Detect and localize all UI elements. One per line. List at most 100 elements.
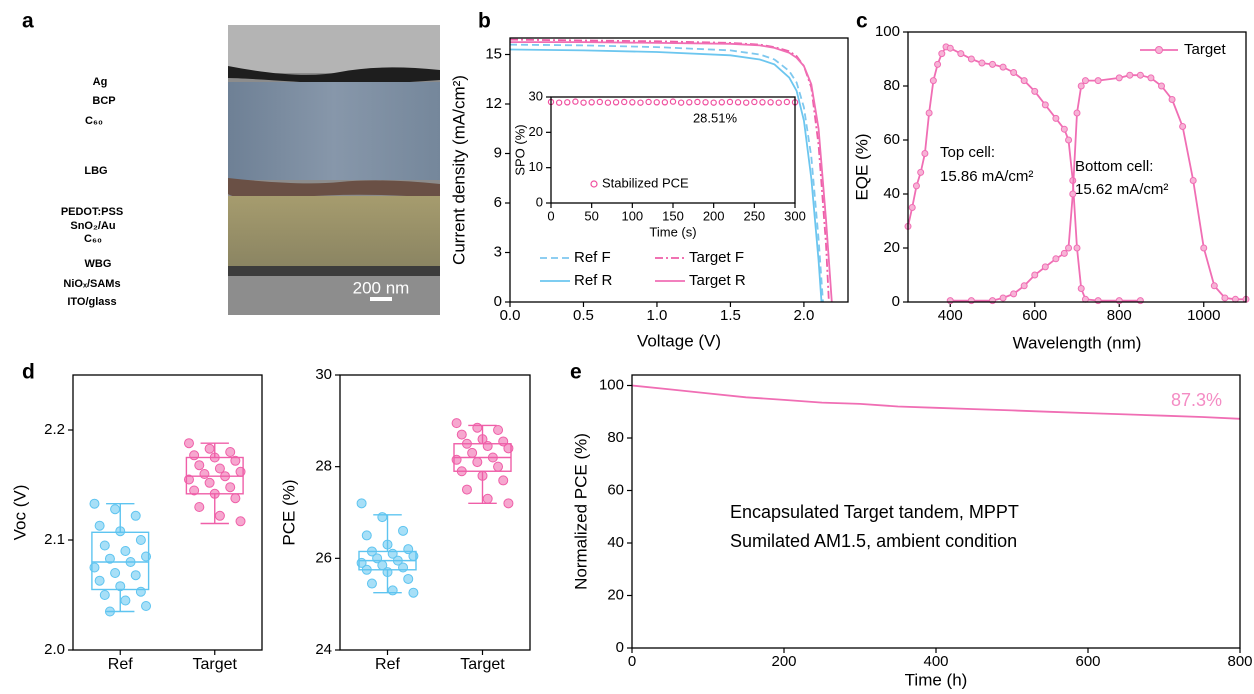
- x-tick-label: 1000: [1187, 307, 1220, 324]
- data-point: [1032, 272, 1038, 278]
- data-point: [1137, 72, 1143, 78]
- data-point: [1190, 178, 1196, 184]
- data-point: [452, 419, 461, 428]
- data-point: [1127, 72, 1133, 78]
- y-tick-label: 3: [494, 243, 502, 260]
- layer-label: BCP: [92, 95, 115, 107]
- y-tick-label: 20: [607, 586, 624, 603]
- annotation: Top cell:: [940, 144, 995, 161]
- data-point: [968, 56, 974, 62]
- data-point: [105, 554, 114, 563]
- data-point: [1074, 245, 1080, 251]
- data-point: [947, 45, 953, 51]
- y-tick-label: 60: [883, 131, 900, 148]
- data-point: [226, 483, 235, 492]
- data-point: [142, 602, 151, 611]
- chart: 24262830PCE (%)RefTarget: [279, 366, 530, 673]
- x-tick-label: 200: [703, 208, 725, 223]
- data-point: [205, 444, 214, 453]
- y-axis-title: EQE (%): [852, 133, 871, 200]
- data-point: [90, 499, 99, 508]
- data-point: [504, 499, 513, 508]
- annotation: 15.86 mA/cm²: [940, 168, 1033, 185]
- data-point: [190, 486, 199, 495]
- legend-label: Target: [1184, 41, 1227, 58]
- data-point: [930, 78, 936, 84]
- y-tick-label: 80: [607, 429, 624, 446]
- x-tick-label: 0.5: [573, 307, 594, 324]
- y-tick-label: 30: [529, 88, 543, 103]
- data-point: [210, 453, 219, 462]
- y-tick-label: 2.1: [44, 531, 65, 548]
- data-point: [231, 494, 240, 503]
- data-point: [1095, 298, 1101, 304]
- data-point: [131, 571, 140, 580]
- data-point: [504, 444, 513, 453]
- data-point: [383, 540, 392, 549]
- data-point: [1053, 256, 1059, 262]
- data-point: [1159, 83, 1165, 89]
- data-point: [990, 61, 996, 67]
- x-axis-title: Time (h): [905, 670, 968, 689]
- data-point: [1011, 70, 1017, 76]
- data-point: [478, 471, 487, 480]
- data-point: [195, 503, 204, 512]
- y-tick-label: 0: [892, 293, 900, 310]
- data-point: [488, 453, 497, 462]
- data-point: [1082, 78, 1088, 84]
- x-tick-label: 800: [1107, 307, 1132, 324]
- data-point: [409, 588, 418, 597]
- data-point: [388, 586, 397, 595]
- x-tick-label: 100: [621, 208, 643, 223]
- layer-label: PEDOT:PSS: [61, 206, 123, 218]
- y-axis-title: PCE (%): [279, 479, 298, 545]
- data-line: [632, 386, 1240, 419]
- data-point: [1032, 88, 1038, 94]
- data-point: [1148, 75, 1154, 81]
- x-tick-label: Ref: [108, 656, 133, 673]
- data-point: [116, 527, 125, 536]
- data-point: [367, 579, 376, 588]
- x-tick-label: Ref: [375, 656, 400, 673]
- data-point: [979, 60, 985, 66]
- data-point: [494, 462, 503, 471]
- y-axis-title: Voc (V): [10, 485, 29, 541]
- sem-image: [228, 25, 440, 315]
- data-point: [1011, 291, 1017, 297]
- data-point: [404, 574, 413, 583]
- data-point: [236, 517, 245, 526]
- data-point: [1021, 78, 1027, 84]
- panel-label: a: [22, 10, 34, 33]
- data-point: [1078, 83, 1084, 89]
- data-point: [111, 569, 120, 578]
- data-point: [1042, 264, 1048, 270]
- y-tick-label: 100: [599, 376, 624, 393]
- panel-label: b: [478, 10, 491, 33]
- data-point: [215, 511, 224, 520]
- data-point: [1066, 245, 1072, 251]
- data-point: [958, 51, 964, 57]
- x-tick-label: 200: [771, 653, 796, 670]
- x-tick-label: 150: [662, 208, 684, 223]
- x-tick-label: 400: [938, 307, 963, 324]
- data-point: [483, 442, 492, 451]
- annotation: 87.3%: [1171, 390, 1222, 410]
- data-point: [142, 552, 151, 561]
- panel-label: d: [22, 361, 35, 384]
- data-point: [494, 426, 503, 435]
- data-point: [210, 489, 219, 498]
- data-point: [90, 563, 99, 572]
- y-tick-label: 2.0: [44, 641, 65, 658]
- y-tick-label: 15: [485, 45, 502, 62]
- annotation: 15.62 mA/cm²: [1075, 181, 1168, 198]
- data-point: [131, 511, 140, 520]
- data-point: [462, 485, 471, 494]
- x-tick-label: 400: [923, 653, 948, 670]
- y-tick-label: 9: [494, 144, 502, 161]
- data-point: [136, 536, 145, 545]
- layer-label: WBG: [85, 258, 112, 270]
- data-point: [357, 499, 366, 508]
- layer-label: LBG: [84, 165, 107, 177]
- data-point: [913, 183, 919, 189]
